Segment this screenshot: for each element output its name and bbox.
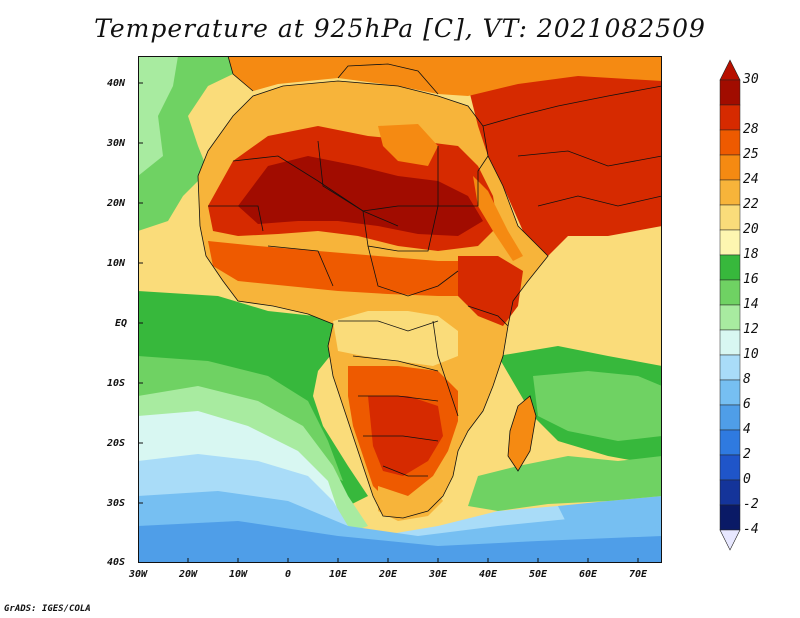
indian-ocean-band: [533, 371, 662, 441]
indian-ocean-lightgreen: [468, 456, 662, 511]
colorbar-level-label: -4: [743, 522, 759, 537]
colorbar-level-label: 18: [743, 247, 759, 262]
indian-ocean-blue: [558, 496, 662, 531]
map-frame: [138, 56, 662, 563]
lat-label: 10S: [107, 378, 126, 389]
temperature-map: [138, 56, 662, 563]
colorbar-level-label: 16: [743, 272, 759, 287]
colorbar-level-label: 10: [743, 347, 759, 362]
lon-label: 50E: [528, 569, 548, 580]
colorbar-swatch: [719, 154, 741, 181]
colorbar-swatch: [719, 454, 741, 481]
colorbar-swatch: [719, 229, 741, 256]
arabia-landmass: [468, 61, 662, 256]
colorbar-swatch: [719, 354, 741, 381]
sahel-band: [208, 241, 518, 301]
lat-label: 10N: [107, 258, 126, 269]
lat-label: 20N: [107, 198, 126, 209]
colorbar-swatch: [719, 254, 741, 281]
colorbar-level-label: 30: [743, 72, 759, 87]
colorbar-swatch: [719, 179, 741, 206]
colorbar-swatch: [719, 504, 741, 531]
colorbar-swatch: [719, 379, 741, 406]
axis-ticks: [138, 82, 639, 563]
colorbar-level-label: 8: [743, 372, 751, 387]
colorbar-level-label: 6: [743, 397, 751, 412]
europe-edge: [228, 56, 662, 96]
map-title: Temperature at 925hPa [C], VT: 202108250…: [94, 14, 706, 43]
colorbar-swatch: [719, 204, 741, 231]
colorbar-top-arrow: [719, 59, 741, 81]
lon-label: 70E: [628, 569, 648, 580]
lon-label: 0: [284, 569, 292, 580]
colorbar-level-label: 20: [743, 222, 759, 237]
colorbar-level-label: 25: [743, 147, 759, 162]
lat-label: 40S: [107, 557, 126, 568]
lon-label: 20W: [178, 569, 198, 580]
colorbar-level-label: 4: [743, 422, 751, 437]
sahara-hottest-zone: [238, 156, 483, 236]
red-sea-strip: [473, 176, 523, 261]
colorbar-level-label: 24: [743, 172, 759, 187]
lat-label: 30S: [107, 498, 126, 509]
footer-credit: GrADS: IGES/COLA: [4, 604, 91, 614]
lon-label: 20E: [378, 569, 398, 580]
colorbar-bottom-arrow: [719, 529, 741, 551]
lat-label: 40N: [107, 78, 126, 89]
colorbar-level-label: 2: [743, 447, 751, 462]
colorbar-swatch: [719, 104, 741, 131]
colorbar-swatch: [719, 304, 741, 331]
lat-label: 20S: [107, 438, 126, 449]
atlantic-cooler-zone: [138, 56, 178, 176]
map-canvas: [138, 56, 662, 563]
colorbar-swatch: [719, 404, 741, 431]
colorbar-level-label: 22: [743, 197, 759, 212]
libya-patch: [378, 124, 438, 166]
colorbar-level-label: 14: [743, 297, 759, 312]
southern-ocean-deepblue: [138, 521, 662, 563]
lon-label: 60E: [578, 569, 598, 580]
lon-label: 10E: [328, 569, 348, 580]
colorbar-level-label: 12: [743, 322, 759, 337]
colorbar-swatch: [719, 279, 741, 306]
country-borders: [197, 56, 662, 519]
colorbar-level-label: -2: [743, 497, 759, 512]
colorbar: [719, 59, 741, 551]
colorbar-swatch: [719, 79, 741, 106]
colorbar-swatch: [719, 329, 741, 356]
colorbar-swatch: [719, 129, 741, 156]
south-africa-coast: [378, 486, 443, 521]
lon-label: 30W: [128, 569, 148, 580]
colorbar-swatch: [719, 429, 741, 456]
colorbar-level-label: 0: [743, 472, 751, 487]
lat-label: 30N: [107, 138, 126, 149]
colorbar-level-label: 28: [743, 122, 759, 137]
lon-label: 40E: [478, 569, 498, 580]
lon-label: 10W: [228, 569, 248, 580]
lon-label: 30E: [428, 569, 448, 580]
colorbar-swatch: [719, 479, 741, 506]
lat-label: EQ: [115, 318, 128, 329]
